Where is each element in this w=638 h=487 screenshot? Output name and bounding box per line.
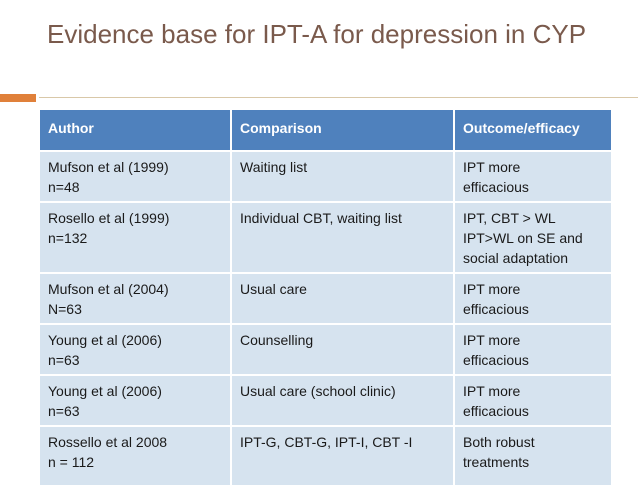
comparison-cell: IPT-G, CBT-G, IPT-I, CBT -I [230,425,455,487]
table-header-row: Author Comparison Outcome/efficacy [38,108,613,152]
table-row: Mufson et al (2004) N=63 Usual care IPT … [38,272,613,325]
outcome-cell: IPT more efficacious [453,323,613,376]
sample-size: n=63 [48,403,80,419]
outcome-line: IPT more [463,332,521,348]
comparison-cell: Counselling [230,323,455,376]
outcome-cell: IPT more efficacious [453,374,613,427]
header-comparison: Comparison [230,108,455,152]
outcome-line: treatments [463,454,530,470]
sample-size: n=48 [48,179,80,195]
outcome-cell: IPT, CBT > WL IPT>WL on SE and social ad… [453,201,613,274]
comparison-cell: Waiting list [230,150,455,203]
author-cell: Rosello et al (1999) n=132 [38,201,232,274]
outcome-line: IPT more [463,159,521,175]
table-row: Rossello et al 2008 n = 112 IPT-G, CBT-G… [38,425,613,487]
evidence-table: Author Comparison Outcome/efficacy Mufso… [38,108,613,487]
outcome-line: IPT more [463,383,521,399]
author-name: Young et al (2006) [48,383,162,399]
outcome-line: IPT more [463,281,521,297]
header-author: Author [38,108,232,152]
comparison-cell: Individual CBT, waiting list [230,201,455,274]
sample-size: N=63 [48,301,82,317]
outcome-cell: IPT more efficacious [453,150,613,203]
sample-size: n=132 [48,230,88,246]
slide-title: Evidence base for IPT-A for depression i… [47,19,587,49]
outcome-line: IPT>WL on SE and [463,230,583,246]
outcome-line: efficacious [463,179,529,195]
author-cell: Young et al (2006) n=63 [38,323,232,376]
accent-bar [0,94,36,102]
author-name: Rossello et al 2008 [48,434,168,450]
author-name: Mufson et al (2004) [48,281,169,297]
outcome-line: efficacious [463,352,529,368]
author-cell: Mufson et al (1999) n=48 [38,150,232,203]
table-row: Young et al (2006) n=63 Counselling IPT … [38,323,613,376]
sample-size: n=63 [48,352,80,368]
outcome-line: IPT, CBT > WL [463,210,556,226]
author-name: Young et al (2006) [48,332,162,348]
table-row: Mufson et al (1999) n=48 Waiting list IP… [38,150,613,203]
outcome-cell: Both robust treatments [453,425,613,487]
author-cell: Rossello et al 2008 n = 112 [38,425,232,487]
table-row: Young et al (2006) n=63 Usual care (scho… [38,374,613,427]
author-name: Mufson et al (1999) [48,159,169,175]
sample-size: n = 112 [48,454,95,470]
comparison-cell: Usual care (school clinic) [230,374,455,427]
outcome-line: efficacious [463,403,529,419]
author-name: Rosello et al (1999) [48,210,170,226]
header-outcome: Outcome/efficacy [453,108,613,152]
outcome-line: efficacious [463,301,529,317]
outcome-line: Both robust [463,434,535,450]
author-cell: Young et al (2006) n=63 [38,374,232,427]
table-row: Rosello et al (1999) n=132 Individual CB… [38,201,613,274]
comparison-cell: Usual care [230,272,455,325]
outcome-cell: IPT more efficacious [453,272,613,325]
outcome-line: social adaptation [463,250,569,266]
author-cell: Mufson et al (2004) N=63 [38,272,232,325]
title-divider [39,97,638,98]
